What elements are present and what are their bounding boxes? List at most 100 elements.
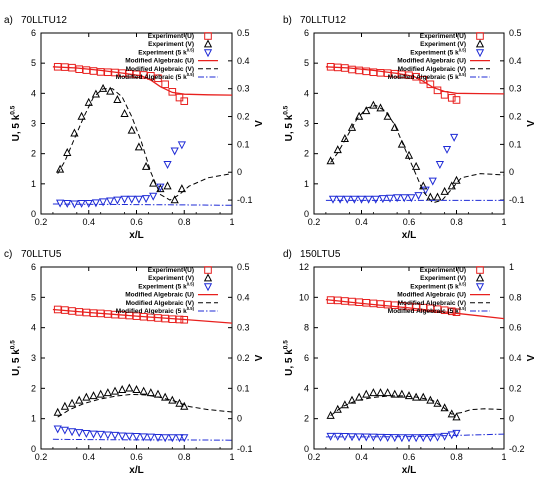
data-point	[428, 177, 437, 186]
legend-marker	[476, 32, 484, 40]
data-point	[390, 301, 399, 310]
y-right-tick-label: 0	[237, 414, 242, 424]
series-line	[330, 395, 505, 416]
data-point	[153, 433, 163, 442]
data-point	[118, 385, 127, 394]
x-tick-label: 0.6	[130, 217, 143, 227]
data-point	[404, 434, 414, 443]
x-tick-label: 0.8	[178, 217, 191, 227]
data-point	[177, 184, 186, 193]
x-tick-label: 0.4	[355, 452, 368, 462]
series-line	[325, 298, 505, 320]
series-line	[57, 393, 233, 418]
data-point	[426, 304, 435, 313]
legend-label: Modified Algebraic (V)	[126, 66, 194, 73]
data-point	[127, 125, 136, 134]
data-point	[447, 307, 456, 316]
data-point	[113, 196, 122, 205]
y-right-axis-label: V	[526, 354, 537, 361]
legend-marker	[475, 39, 485, 48]
y-left-tick-label: 12	[299, 262, 309, 272]
data-point	[452, 96, 461, 104]
data-point	[412, 434, 421, 443]
y-left-tick-label: 10	[299, 292, 309, 302]
data-point	[103, 431, 112, 440]
data-point	[362, 298, 371, 307]
legend-marker	[204, 266, 212, 274]
y-left-tick-label: 2	[31, 149, 36, 159]
y-left-tick-label: 4	[304, 88, 309, 98]
y-right-tick-label: 0.4	[509, 56, 522, 66]
data-point	[84, 199, 93, 208]
data-point	[376, 388, 385, 397]
data-point	[343, 195, 352, 204]
data-point	[383, 388, 392, 397]
data-point	[397, 389, 406, 398]
x-axis-label: x/L	[129, 230, 143, 241]
chart-panel-1: a) 70LLTU12 0.2 0.4 0.6 0.8 1 0 1 2 3 4 5 6 -0.1 0 0.1 0.…	[4, 15, 265, 241]
legend-label: Modified Algebraic (5 k0.5)	[388, 306, 467, 315]
data-point	[383, 300, 392, 309]
data-point	[447, 94, 456, 102]
x-axis-label: x/L	[402, 230, 416, 241]
data-point	[369, 299, 378, 308]
data-point	[139, 386, 148, 395]
data-point	[440, 403, 449, 412]
data-point	[328, 195, 338, 204]
data-point	[110, 386, 120, 395]
y-left-tick-label: 8	[304, 323, 309, 333]
data-point	[407, 194, 416, 203]
data-point	[433, 398, 442, 407]
y-left-tick-label: 1	[31, 414, 36, 424]
y-left-tick-label: 2	[304, 414, 309, 424]
y-right-tick-label: 0	[237, 167, 242, 177]
data-point	[141, 161, 151, 170]
y-left-tick-label: 5	[304, 58, 309, 68]
data-point	[96, 389, 105, 398]
data-point	[426, 192, 435, 201]
data-point	[414, 192, 423, 201]
y-right-tick-label: 0	[509, 414, 514, 424]
data-point	[67, 428, 77, 437]
data-point	[369, 100, 378, 109]
data-point	[96, 68, 105, 76]
data-point	[82, 392, 91, 401]
data-point	[440, 186, 449, 195]
y-right-axis-label: V	[254, 354, 265, 361]
data-point	[161, 80, 169, 89]
legend-label: Modified Algebraic (U)	[125, 58, 194, 65]
legend-label: Modified Algebraic (5 k0.5)	[388, 72, 467, 81]
legend-label: Modified Algebraic (5 k0.5)	[116, 72, 195, 81]
y-right-tick-label: 1	[509, 262, 514, 272]
legend-label: Modified Algebraic (U)	[397, 58, 466, 65]
y-right-tick-label: 0.3	[237, 84, 250, 94]
y-right-tick-label: 0.8	[509, 292, 522, 302]
data-point	[419, 434, 428, 443]
data-point	[77, 199, 86, 208]
data-point	[355, 111, 364, 120]
y-left-tick-label: 1	[304, 179, 309, 189]
data-point	[89, 67, 98, 75]
y-left-tick-label: 5	[31, 292, 36, 302]
data-point	[168, 434, 177, 443]
data-point	[134, 195, 144, 204]
y-right-tick-label: 0.2	[237, 112, 250, 122]
data-point	[60, 401, 69, 410]
data-point	[106, 197, 115, 206]
legend-label: Experiment (U)	[148, 267, 194, 274]
data-point	[153, 389, 163, 398]
data-point	[67, 398, 77, 407]
y-left-axis-label: U, 5 k0.5	[10, 340, 23, 376]
series-line	[52, 308, 233, 324]
legend-marker	[475, 49, 485, 58]
data-point	[177, 141, 186, 150]
data-point	[376, 300, 385, 308]
data-point	[452, 429, 461, 438]
y-left-tick-label: 6	[304, 28, 309, 38]
data-point	[378, 195, 387, 204]
data-point	[347, 122, 357, 131]
y-right-axis-label: V	[254, 120, 265, 127]
data-point	[168, 395, 177, 404]
data-point	[369, 68, 378, 77]
